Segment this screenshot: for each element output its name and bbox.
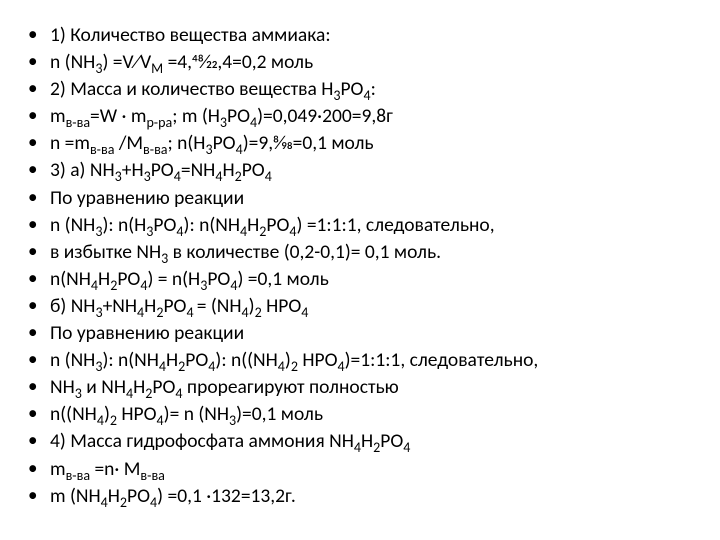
bullet-item: б) NH3+NH4H2PO4 = (NH4)2 HPO4 [50,293,696,320]
bullet-item: 2) Масса и количество вещества Н3РО4: [50,76,696,103]
bullet-item: mв-ва=W · mр-ра; m (Н3РО4)=0,049·200=9,8… [50,103,696,130]
bullet-item: 3) a) NH3+Н3РО4=NH4H2PO4 [50,157,696,184]
bullet-item: По уравнению реакции [50,320,696,347]
bullet-item: NH3 и NH4H2PO4 прореагируют полностью [50,374,696,401]
bullet-item: mв-ва =n· Мв-ва [50,456,696,483]
bullet-list: 1) Количество вещества аммиака: n (NH3) … [50,22,696,510]
bullet-item: 1) Количество вещества аммиака: [50,22,696,49]
bullet-item: n (NH3) =V⁄VM =4,48⁄22,4=0,2 моль [50,49,696,76]
bullet-item: n (NH3): n(Н3РО4): n(NH4H2PO4) =1:1:1, с… [50,212,696,239]
bullet-item: n(NH4H2PO4) = n(Н3РО4) =0,1 моль [50,266,696,293]
bullet-item: n =mв-ва /Мв-ва; n(Н3РО4)=9,8⁄98=0,1 мол… [50,130,696,157]
bullet-item: 4) Масса гидрофосфата аммония NH4H2PO4 [50,428,696,455]
bullet-item: n((NH4)2 HPO4)= n (NH3)=0,1 моль [50,401,696,428]
bullet-item: n (NH3): n(NH4H2PO4): n((NH4)2 HPO4)=1:1… [50,347,696,374]
slide: 1) Количество вещества аммиака: n (NH3) … [0,0,720,540]
bullet-item: в избытке NH3 в количестве (0,2-0,1)= 0,… [50,239,696,266]
bullet-item: По уравнению реакции [50,185,696,212]
bullet-item: m (NH4H2PO4) =0,1 ·132=13,2г. [50,483,696,510]
